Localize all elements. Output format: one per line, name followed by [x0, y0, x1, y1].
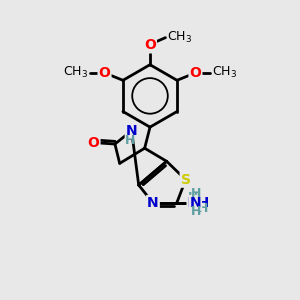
Text: NH: NH: [187, 196, 210, 210]
Text: H: H: [190, 205, 201, 218]
Text: CH$_3$: CH$_3$: [167, 30, 192, 45]
Text: H: H: [190, 188, 201, 200]
Text: CH$_3$: CH$_3$: [63, 65, 88, 80]
Text: H: H: [198, 202, 209, 215]
Text: N: N: [126, 124, 137, 138]
Text: N: N: [189, 196, 201, 210]
Text: O: O: [144, 38, 156, 52]
Text: H: H: [125, 134, 135, 147]
Text: O: O: [88, 136, 100, 150]
Text: O: O: [190, 66, 201, 80]
Text: N: N: [147, 196, 159, 210]
Text: S: S: [181, 173, 191, 187]
Text: H: H: [188, 191, 198, 204]
Text: CH$_3$: CH$_3$: [212, 65, 237, 80]
Text: O: O: [99, 66, 110, 80]
